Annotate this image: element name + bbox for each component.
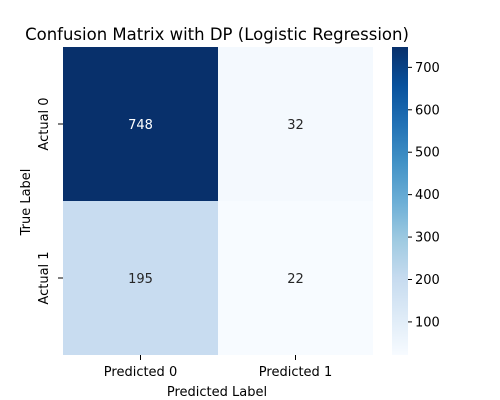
y-tick-label: Actual 0 xyxy=(37,97,52,150)
colorbar: 100 200 300 400 500 600 700 xyxy=(392,47,440,355)
chart-title: Confusion Matrix with DP (Logistic Regre… xyxy=(25,25,409,44)
colorbar-tick-label: 500 xyxy=(415,146,440,161)
colorbar-tick-label: 600 xyxy=(415,103,440,118)
cell-value-labels: 748 32 195 22 xyxy=(128,118,304,287)
cell-value-label: 32 xyxy=(287,118,304,133)
heatmap-cell xyxy=(63,201,218,355)
cell-value-label: 195 xyxy=(128,272,153,287)
cell-value-label: 748 xyxy=(128,118,153,133)
colorbar-tick-label: 400 xyxy=(415,188,440,203)
axes: Predicted 0 Predicted 1 Actual 0 Actual 1 xyxy=(37,97,332,380)
x-tick-label: Predicted 1 xyxy=(259,365,332,380)
x-tick-label: Predicted 0 xyxy=(104,365,177,380)
cell-value-label: 22 xyxy=(287,272,304,287)
colorbar-tick-label: 700 xyxy=(415,61,440,76)
colorbar-gradient xyxy=(392,47,408,355)
heatmap-cell xyxy=(218,47,373,201)
colorbar-tick-label: 200 xyxy=(415,273,440,288)
x-axis-label: Predicted Label xyxy=(167,385,267,400)
colorbar-tick-label: 300 xyxy=(415,231,440,246)
y-tick-label: Actual 1 xyxy=(37,251,52,304)
heatmap-cell xyxy=(218,201,373,355)
heatmap-cell xyxy=(63,47,218,201)
y-axis-label: True Label xyxy=(19,169,34,237)
heatmap-cells xyxy=(63,47,373,355)
colorbar-tick-label: 100 xyxy=(415,315,440,330)
